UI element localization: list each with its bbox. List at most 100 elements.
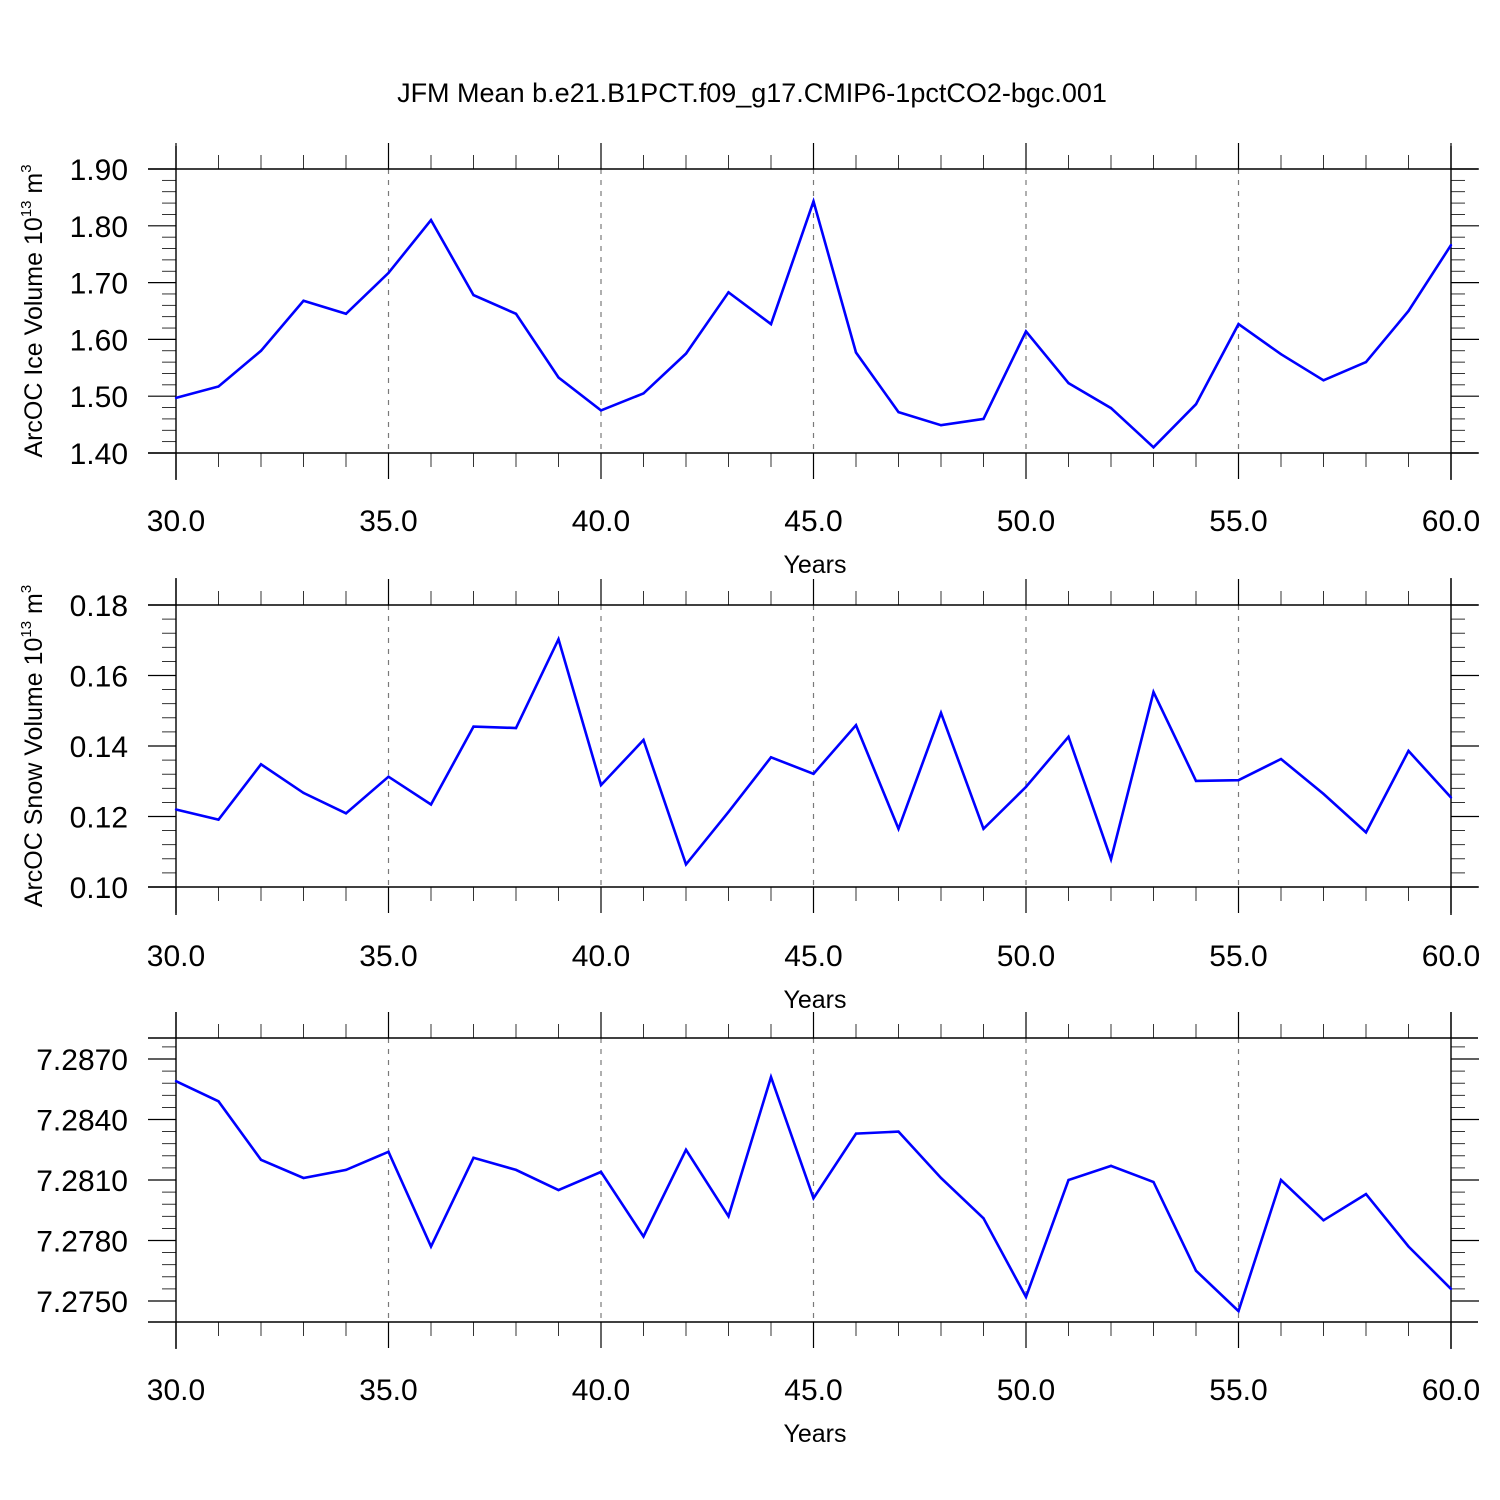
y-tick-label: 1.90 — [70, 154, 128, 187]
data-point — [642, 392, 645, 395]
data-point — [302, 1176, 305, 1180]
data-point — [812, 200, 815, 203]
data-point — [727, 1215, 730, 1218]
data-point — [1237, 778, 1240, 782]
x-tick-label: 35.0 — [359, 940, 417, 973]
panels: 1.40 1.50 1.60 1.70 1.80 1.90 30.0 35.0 40.0 45.0… — [18, 143, 1480, 1448]
data-point — [302, 299, 305, 302]
x-tick-label: 35.0 — [359, 505, 417, 538]
data-point — [217, 385, 220, 388]
data-point — [259, 763, 263, 766]
y-axis-label: ArcOC Snow Volume 1013 m3 — [18, 585, 48, 907]
data-point — [1364, 1192, 1368, 1196]
x-tick-label: 50.0 — [997, 1374, 1055, 1407]
data-point — [1279, 757, 1283, 761]
x-tick-label: 35.0 — [359, 1374, 417, 1407]
data-point — [344, 1168, 348, 1172]
data-point — [557, 637, 560, 641]
data-point — [259, 349, 263, 352]
data-point — [769, 756, 773, 759]
data-point — [1152, 446, 1155, 449]
data-point — [429, 803, 433, 806]
data-point — [727, 810, 730, 814]
data-point — [174, 1079, 178, 1083]
panel-1: 1.40 1.50 1.60 1.70 1.80 1.90 30.0 35.0 40.0 45.0… — [18, 143, 1480, 579]
data-point — [854, 1132, 858, 1135]
x-tick-label: 60.0 — [1422, 940, 1480, 973]
data-point — [897, 1130, 900, 1133]
data-point — [302, 791, 305, 795]
panel-3: 7.2750 7.2780 7.2810 7.2840 7.2870 30.0 35.0 40… — [36, 1012, 1480, 1448]
data-point — [897, 827, 900, 831]
data-point — [514, 726, 518, 730]
data-point — [1407, 309, 1410, 313]
y-tick-label: 1.70 — [70, 268, 128, 301]
data-point — [599, 409, 603, 412]
data-point — [514, 312, 518, 316]
data-point — [429, 218, 433, 222]
data-point — [1364, 360, 1368, 364]
x-tick-label: 30.0 — [147, 940, 205, 973]
data-point — [642, 1235, 645, 1238]
y-tick-label: 7.2840 — [36, 1105, 128, 1138]
data-point — [387, 1150, 390, 1153]
data-point — [1109, 406, 1113, 410]
data-point — [812, 1196, 815, 1200]
y-tick-label: 1.50 — [70, 381, 128, 414]
data-point — [1237, 1309, 1240, 1313]
x-tick-label: 40.0 — [572, 1374, 630, 1407]
data-point — [642, 738, 645, 742]
y-tick-label: 1.60 — [70, 324, 128, 357]
y-tick-label: 7.2810 — [36, 1165, 128, 1198]
y-tick-label: 7.2750 — [36, 1286, 128, 1319]
x-tick-label: 55.0 — [1209, 505, 1267, 538]
data-point — [982, 1217, 985, 1220]
data-point — [897, 410, 900, 414]
data-point — [472, 725, 475, 728]
data-point — [1449, 243, 1453, 247]
x-axis-label: Years — [783, 551, 846, 579]
data-point — [1279, 1178, 1283, 1182]
data-point — [1237, 322, 1240, 326]
data-point — [1024, 785, 1028, 789]
data-point — [684, 352, 688, 355]
panel-2: 0.10 0.12 0.14 0.16 0.18 30.0 35.0 40.0 45.0 50.0… — [18, 578, 1480, 1014]
y-tick-label: 0.18 — [70, 590, 128, 623]
data-point — [557, 376, 560, 379]
x-axis-label: Years — [783, 986, 846, 1014]
data-point — [344, 312, 348, 316]
data-point — [982, 827, 985, 831]
data-point — [429, 1245, 433, 1248]
data-point — [1152, 1180, 1155, 1184]
data-point — [684, 863, 688, 866]
data-point — [1407, 749, 1410, 753]
x-axis-label: Years — [783, 1420, 846, 1448]
data-point — [769, 322, 773, 326]
data-point — [472, 293, 475, 297]
data-point — [1279, 352, 1283, 356]
data-point — [217, 1100, 220, 1103]
data-point — [1194, 402, 1198, 406]
data-point — [1449, 796, 1453, 799]
data-point — [854, 351, 858, 354]
data-point — [387, 271, 390, 275]
y-tick-label: 1.40 — [70, 438, 128, 471]
y-tick-label: 7.2870 — [36, 1044, 128, 1077]
data-point — [344, 812, 348, 815]
data-point — [1449, 1287, 1453, 1291]
chart-title: JFM Mean b.e21.B1PCT.f09_g17.CMIP6-1pctC… — [397, 78, 1107, 108]
data-point — [1024, 1295, 1028, 1299]
data-point — [1152, 690, 1155, 694]
x-tick-label: 40.0 — [572, 940, 630, 973]
x-tick-label: 50.0 — [997, 505, 1055, 538]
data-point — [514, 1168, 518, 1172]
data-point — [259, 1158, 263, 1162]
data-point — [1109, 857, 1113, 861]
x-tick-label: 40.0 — [572, 505, 630, 538]
data-point — [1067, 1178, 1070, 1182]
y-tick-label: 1.80 — [70, 211, 128, 244]
data-point — [1194, 1269, 1198, 1272]
data-point — [939, 423, 943, 427]
data-point — [1322, 379, 1325, 382]
